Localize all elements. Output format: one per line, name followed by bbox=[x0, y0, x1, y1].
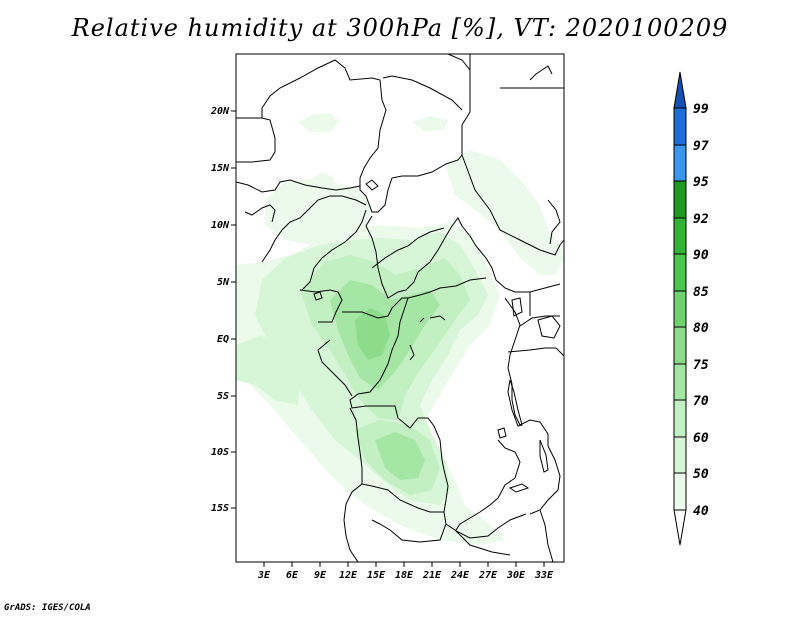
lat-tick-15s: 15S bbox=[211, 503, 229, 514]
colorbar-high-arrow bbox=[673, 71, 687, 109]
cbar-label-75: 75 bbox=[693, 358, 709, 373]
lake-albert bbox=[511, 297, 523, 317]
lon-tick-3e: 3E bbox=[257, 570, 271, 581]
humidity-40-patch-b bbox=[412, 116, 448, 132]
river-patch-c bbox=[419, 317, 425, 323]
humidity-50-southwest bbox=[236, 335, 300, 405]
colorbar-bin-97 bbox=[673, 107, 687, 146]
lat-tick-eq: EQ bbox=[217, 334, 229, 345]
colorbar-bin-85 bbox=[673, 253, 687, 292]
lat-tick-labels: 20N 15N 10N 5N EQ 5S 10S 15S bbox=[210, 106, 230, 514]
map-frame bbox=[235, 53, 565, 563]
lake-mweru bbox=[497, 427, 507, 439]
lon-tick-6e: 6E bbox=[286, 570, 299, 581]
lat-tick-20n: 20N bbox=[210, 106, 230, 117]
colorbar-bin-90 bbox=[673, 217, 687, 255]
lakes-and-islands bbox=[313, 65, 561, 493]
map-title: Relative humidity at 300hPa [%], VT: 202… bbox=[71, 14, 729, 42]
lon-tick-30e: 30E bbox=[506, 570, 526, 581]
humidity-40-patch-c bbox=[310, 172, 335, 188]
lon-tick-15e: 15E bbox=[367, 570, 386, 581]
grads-credit: GrADS: IGES/COLA bbox=[4, 603, 91, 613]
cbar-label-90: 90 bbox=[693, 248, 709, 263]
lat-tick-5s: 5S bbox=[217, 391, 229, 402]
humidity-40-northeast bbox=[445, 150, 564, 275]
cbar-label-60: 60 bbox=[693, 431, 709, 446]
colorbar-bin-75 bbox=[673, 326, 687, 365]
lake-kariba bbox=[508, 483, 530, 493]
lake-malawi bbox=[539, 439, 549, 473]
lon-tick-27e: 27E bbox=[478, 570, 498, 581]
colorbar-labels: 40 50 60 70 75 80 85 90 92 95 97 99 bbox=[693, 102, 709, 519]
lon-tick-9e: 9E bbox=[314, 570, 327, 581]
colorbar bbox=[673, 71, 687, 546]
colorbar-bin-70 bbox=[673, 363, 687, 401]
colorbar-bin-40 bbox=[673, 472, 687, 511]
red-sea-coast bbox=[529, 65, 553, 81]
colorbar-bin-95 bbox=[673, 144, 687, 182]
lat-tick-5n: 5N bbox=[217, 277, 230, 288]
cbar-label-95: 95 bbox=[693, 175, 709, 190]
humidity-40-north bbox=[265, 178, 372, 245]
colorbar-bin-80 bbox=[673, 290, 687, 328]
lake-chad bbox=[365, 179, 379, 191]
bioko-island bbox=[313, 291, 323, 301]
lake-victoria bbox=[537, 315, 561, 339]
lon-tick-24e: 24E bbox=[450, 570, 470, 581]
river-patch-b bbox=[409, 344, 415, 361]
lon-tick-33e: 33E bbox=[534, 570, 554, 581]
lat-tick-10s: 10S bbox=[211, 447, 229, 458]
humidity-75-core bbox=[355, 308, 390, 360]
lon-tick-labels: 3E 6E 9E 12E 15E 18E 21E 24E 27E 30E 33E bbox=[257, 570, 554, 581]
cbar-label-92: 92 bbox=[693, 212, 709, 227]
lon-tick-18e: 18E bbox=[395, 570, 414, 581]
humidity-40-patch-a bbox=[298, 113, 340, 132]
cbar-label-85: 85 bbox=[693, 285, 709, 300]
colorbar-bin-50 bbox=[673, 436, 687, 474]
lon-tick-12e: 12E bbox=[339, 570, 358, 581]
lat-tick-10n: 10N bbox=[211, 220, 230, 231]
cbar-label-99: 99 bbox=[693, 102, 709, 117]
lake-tanganyika bbox=[507, 379, 523, 427]
colorbar-bin-60 bbox=[673, 399, 687, 438]
country-boundaries bbox=[236, 54, 564, 562]
cbar-label-97: 97 bbox=[693, 139, 709, 154]
cbar-label-80: 80 bbox=[693, 321, 709, 336]
axis-ticks bbox=[231, 110, 545, 567]
lat-tick-15n: 15N bbox=[211, 163, 230, 174]
colorbar-bin-92 bbox=[673, 180, 687, 219]
humidity-70-south bbox=[375, 432, 425, 480]
ethiopian-border bbox=[547, 199, 561, 245]
cbar-label-40: 40 bbox=[693, 504, 709, 519]
lon-tick-21e: 21E bbox=[422, 570, 442, 581]
cbar-label-70: 70 bbox=[693, 394, 709, 409]
humidity-shading bbox=[236, 113, 564, 545]
river-patch-a bbox=[429, 315, 446, 321]
colorbar-low-arrow bbox=[673, 509, 687, 546]
cbar-label-50: 50 bbox=[693, 467, 709, 482]
